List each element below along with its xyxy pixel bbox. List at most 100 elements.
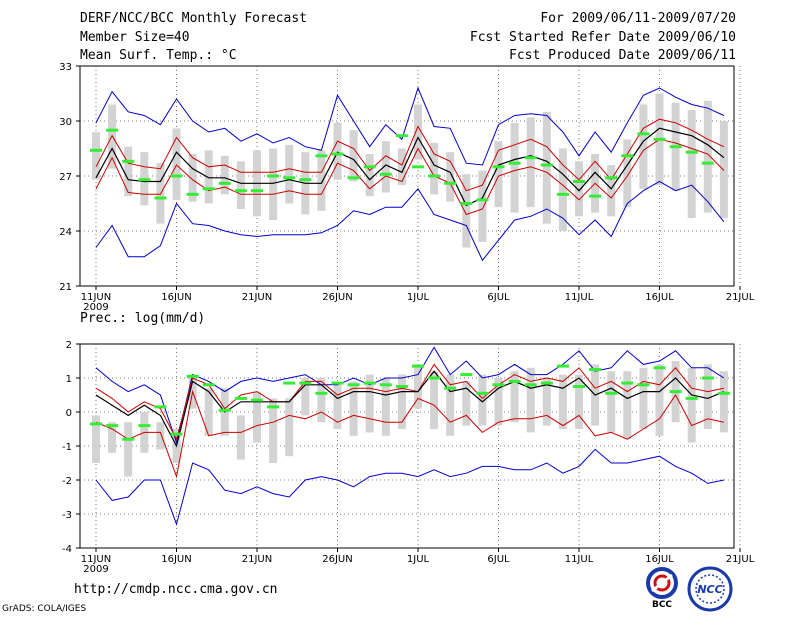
temp-member-box-34: [639, 104, 648, 189]
prec-member-box-1: [108, 422, 117, 453]
temp-xtick-label-4: 1JUL: [407, 292, 430, 303]
source-url[interactable]: http://cmdp.ncc.cma.gov.cn: [74, 582, 278, 597]
temp-member-box-15: [333, 122, 342, 180]
prec-ytick-label-2: -2: [62, 476, 72, 487]
prec-member-box-13: [301, 378, 310, 416]
prec-xtick-label-8: 21JUL: [726, 554, 755, 565]
temp-series-max-env: [95, 86, 725, 166]
prec-series-max-env: [95, 346, 725, 445]
temp-member-box-11: [269, 148, 278, 220]
prec-member-box-21: [430, 371, 439, 429]
prec-member-box-18: [381, 378, 390, 436]
temp-xtick-label-8: 21JUL: [726, 292, 755, 303]
prec-member-box-14: [317, 378, 326, 423]
temp-ytick-label-3: 30: [59, 117, 72, 128]
temp-year-label: 2009: [83, 302, 108, 313]
prec-member-box-29: [558, 374, 567, 429]
prec-member-box-28: [542, 378, 551, 426]
prec-xtick-label-2: 21JUN: [242, 554, 272, 565]
prec-xtick-label-1: 16JUN: [161, 554, 191, 565]
temp-member-box-8: [220, 155, 229, 195]
temp-ytick-label-0: 21: [59, 282, 72, 293]
prec-member-box-2: [124, 422, 133, 477]
prec-series-min: [95, 448, 725, 526]
temp-member-box-5: [172, 128, 181, 200]
prec-member-box-27: [526, 367, 535, 433]
prec-member-box-19: [397, 374, 406, 429]
prec-ytick-label-6: 2: [66, 340, 72, 351]
prec-member-box-10: [253, 391, 261, 443]
prec-ytick-label-4: 0: [66, 408, 72, 419]
prec-member-box-7: [204, 388, 213, 436]
temp-xtick-label-2: 21JUN: [242, 292, 272, 303]
temp-member-box-0: [92, 132, 100, 180]
chart-title: DERF/NCC/BCC Monthly Forecast: [80, 11, 307, 26]
prec-xtick-label-3: 26JUN: [322, 554, 352, 565]
temp-xtick-label-7: 16JUL: [645, 292, 674, 303]
temp-ytick-label-4: 33: [59, 62, 72, 73]
prec-member-box-37: [687, 367, 696, 443]
prec-member-box-0: [92, 415, 100, 463]
prec-member-box-4: [156, 422, 165, 450]
temp-series-min: [95, 180, 725, 262]
prec-member-box-39: [719, 371, 728, 433]
prec-member-box-38: [703, 364, 712, 429]
bcc-logo-text: BCC: [652, 600, 672, 609]
temp-series-spread-low: [95, 138, 725, 216]
bcc-logo: BCC: [646, 567, 678, 609]
member-size-label: Member Size=40: [80, 30, 190, 45]
prec-xtick-label-5: 6JUL: [487, 554, 510, 565]
prec-member-box-16: [349, 381, 358, 436]
prec-ytick-label-5: 1: [66, 374, 72, 385]
prec-ytick-label-1: -3: [62, 510, 72, 521]
prec-member-box-11: [269, 398, 278, 463]
temp-member-box-21: [430, 143, 439, 195]
prec-member-box-26: [510, 371, 519, 423]
temp-xtick-label-6: 11JUL: [565, 292, 594, 303]
temp-member-box-26: [510, 122, 519, 213]
temp-series-mean: [95, 127, 725, 207]
temp-member-box-29: [558, 148, 567, 231]
temp-member-box-37: [687, 110, 696, 219]
temp-member-box-14: [317, 150, 326, 211]
prec-panel-title: Prec.: log(mm/d): [80, 311, 205, 326]
temp-member-box-22: [446, 152, 455, 202]
temp-member-box-24: [478, 170, 487, 242]
forecast-period: For 2009/06/11-2009/07/20: [540, 11, 736, 26]
prec-member-box-15: [333, 384, 342, 429]
prec-xtick-label-0: 11JUN: [81, 554, 111, 565]
prec-series-mean: [95, 370, 725, 448]
prec-member-box-32: [607, 371, 616, 433]
temp-member-box-18: [381, 141, 390, 193]
prec-member-box-25: [494, 378, 503, 426]
temp-member-box-6: [188, 154, 197, 202]
temp-member-box-25: [494, 141, 503, 208]
temp-member-box-12: [285, 144, 294, 204]
temp-xtick-label-0: 11JUN: [81, 292, 111, 303]
prec-member-box-12: [285, 398, 294, 457]
temp-ytick-label-1: 24: [59, 227, 72, 238]
temp-ytick-label-2: 27: [59, 172, 72, 183]
prec-member-box-22: [446, 374, 455, 436]
temp-member-box-7: [204, 150, 213, 204]
prec-member-box-34: [639, 367, 648, 429]
temp-xtick-label-3: 26JUN: [322, 292, 352, 303]
prec-member-box-20: [414, 364, 422, 409]
temp-member-box-32: [607, 165, 616, 217]
temp-member-box-16: [349, 130, 358, 182]
prec-xtick-label-4: 1JUL: [407, 554, 430, 565]
prec-member-box-23: [462, 381, 471, 426]
temp-member-box-19: [397, 148, 406, 186]
temp-xtick-label-5: 6JUL: [487, 292, 510, 303]
prec-member-box-30: [575, 374, 583, 429]
prec-member-box-9: [236, 415, 245, 460]
prec-year-label: 2009: [83, 564, 108, 575]
temp-member-box-17: [365, 154, 374, 197]
ncc-logo-text: NCC: [697, 583, 722, 596]
ncc-logo: NCC: [687, 566, 733, 612]
temp-member-box-2: [124, 146, 133, 197]
prec-member-box-24: [478, 374, 487, 426]
variable-label: Mean Surf. Temp.: °C: [80, 48, 237, 63]
prec-member-box-17: [365, 374, 374, 433]
